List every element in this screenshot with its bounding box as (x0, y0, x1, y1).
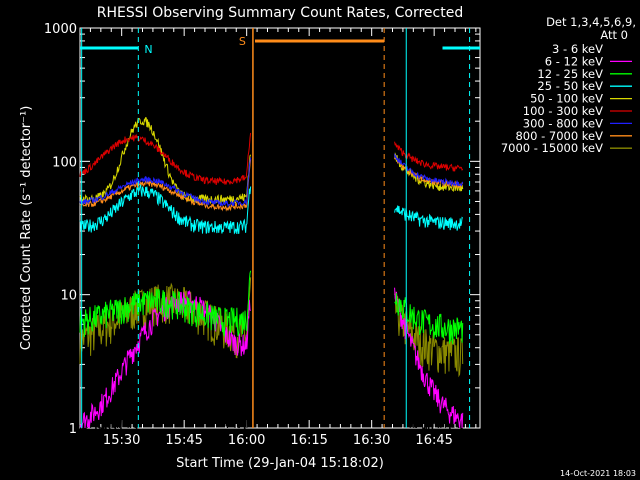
series-line-25-50keV (394, 205, 464, 231)
x-tick-label: 16:15 (290, 433, 327, 448)
footer-date: 14-Oct-2021 18:03 (560, 469, 636, 478)
y-tick-label: 100 (52, 155, 77, 170)
legend-header-line2: Att 0 (600, 28, 628, 42)
y-tick-label: 1000 (44, 22, 77, 37)
series-line-300-800keV (79, 157, 252, 208)
night-label: N (144, 43, 152, 56)
x-tick-label: 16:00 (228, 433, 265, 448)
legend-entry-label: 12 - 25 keV (537, 67, 603, 81)
saa-label: S (239, 35, 246, 48)
x-tick-label: 15:45 (165, 433, 202, 448)
annotation-layer: NS (80, 28, 480, 428)
y-axis-label: Corrected Count Rate (s⁻¹ detector⁻¹) (19, 106, 34, 351)
x-axis-label: Start Time (29-Jan-04 15:18:02) (176, 456, 384, 471)
chart-title: RHESSI Observing Summary Count Rates, Co… (97, 5, 463, 21)
series-line-800-7000keV (79, 159, 252, 212)
y-tick-label: 1 (69, 422, 77, 437)
x-tick-label: 16:45 (415, 433, 452, 448)
legend-header-line1: Det 1,3,4,5,6,9, (546, 15, 636, 29)
series-line-25-50keV (79, 183, 252, 235)
x-tick-label: 15:30 (103, 433, 140, 448)
series-line-12-25keV (79, 270, 252, 337)
series-line-100-300keV (79, 132, 252, 186)
series-layer (79, 116, 464, 430)
legend-entry-label: 100 - 300 keV (523, 104, 603, 118)
legend-entry-label: 6 - 12 keV (545, 54, 603, 68)
legend-entry-label: 3 - 6 keV (552, 42, 603, 56)
legend-entry-label: 800 - 7000 keV (515, 129, 603, 143)
x-tick-label: 16:30 (353, 433, 390, 448)
legend-entry-label: 25 - 50 keV (537, 79, 603, 93)
legend-entry-label: 50 - 100 keV (530, 92, 603, 106)
plot-frame (79, 27, 481, 429)
legend-entry-label: 300 - 800 keV (523, 116, 603, 130)
series-line-50-100keV (79, 116, 252, 206)
series-line-3-6keV (80, 342, 252, 430)
y-tick-label: 10 (60, 289, 77, 304)
plot-axes: 1 10 100 1000 15:30 15:45 16:00 16:15 16:30 16:45 (44, 22, 481, 448)
legend-entry-label: 7000 - 15000 keV (501, 141, 603, 155)
